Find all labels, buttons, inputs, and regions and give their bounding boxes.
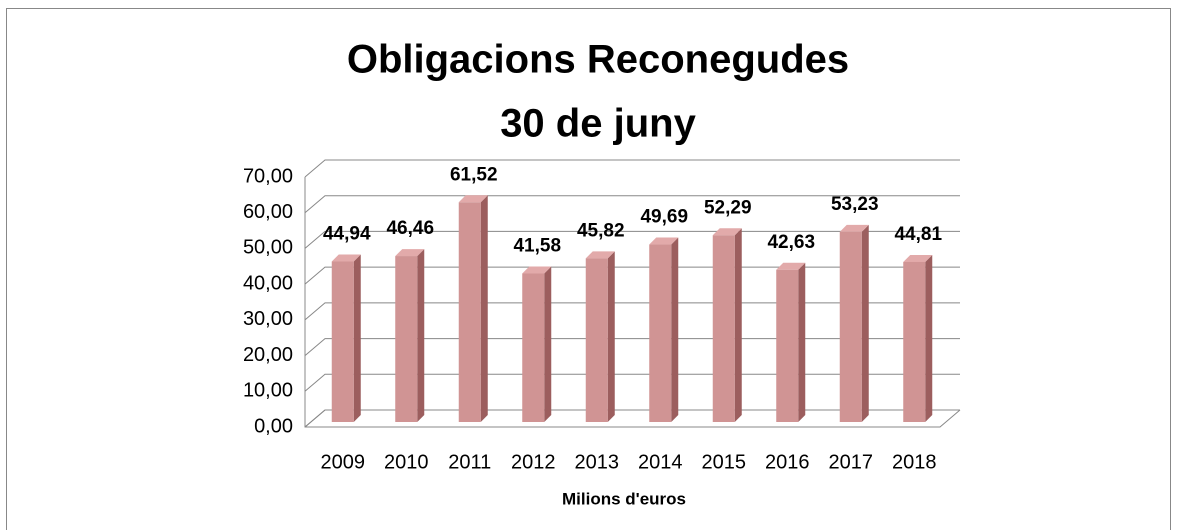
bar-top [395,249,425,257]
bar-side [480,195,488,422]
bar-side [353,254,361,422]
bar-top [776,262,806,270]
grid-line [304,338,960,356]
bar-top [331,254,361,262]
y-tick-label: 60,00 [243,201,293,223]
grid-line [304,195,960,214]
bar [395,256,418,422]
x-tick-label: 2014 [638,451,683,473]
value-label: 41,58 [513,236,561,257]
bar [649,244,672,422]
bar [331,261,354,422]
bar-side [607,251,615,422]
x-tick-label: 2015 [702,451,747,473]
bar [712,235,735,422]
value-label: 61,52 [450,164,498,185]
bar-top [839,224,869,232]
value-label: 45,82 [577,220,625,241]
bar-side [861,224,869,422]
grid-line [304,159,960,178]
bar-top [649,237,679,245]
chart-title: 30 de juny [500,102,696,146]
bar-top [712,228,742,236]
x-tick-label: 2013 [575,451,620,473]
bar [776,269,799,422]
y-tick-label: 0,00 [254,415,293,437]
bar-top [585,251,615,259]
x-axis-label: Milions d'euros [562,489,686,508]
bar-top [522,266,552,274]
y-tick-label: 40,00 [243,272,293,294]
value-label: 53,23 [831,194,879,215]
y-tick-label: 70,00 [243,165,293,187]
y-tick-label: 50,00 [243,237,293,259]
grid-line [304,266,960,285]
x-tick-label: 2017 [829,451,874,473]
bar [522,273,545,422]
x-tick-label: 2011 [448,451,491,473]
chart-frame [6,8,1171,530]
axis-wall [304,177,961,428]
bar-top [458,195,488,203]
y-tick-label: 20,00 [243,344,293,366]
grid-line [304,230,960,249]
bar-top [903,254,933,262]
bar [458,202,481,422]
grid-line [304,409,960,428]
bar [585,258,608,422]
bar [839,231,862,422]
bar-side [544,266,552,422]
value-label: 42,63 [767,232,815,253]
chart-title: Obligacions Reconegudes [347,38,849,82]
bar-side [417,249,425,422]
x-tick-label: 2012 [511,451,556,473]
bar-side [671,237,679,422]
grid-line [304,302,960,321]
value-label: 49,69 [640,207,688,228]
bar-side [925,254,933,422]
x-tick-label: 2010 [384,451,429,473]
value-label: 44,81 [894,224,942,245]
y-tick-label: 30,00 [243,308,293,330]
x-tick-label: 2009 [321,451,366,473]
value-label: 46,46 [386,218,434,239]
x-tick-label: 2018 [892,451,937,473]
bar-side [798,262,806,422]
grid-line [304,373,960,392]
bar [903,261,926,422]
bar-side [734,228,742,422]
x-tick-label: 2016 [765,451,810,473]
value-label: 52,29 [704,197,752,218]
y-tick-label: 10,00 [243,380,293,402]
value-label: 44,94 [323,224,371,245]
